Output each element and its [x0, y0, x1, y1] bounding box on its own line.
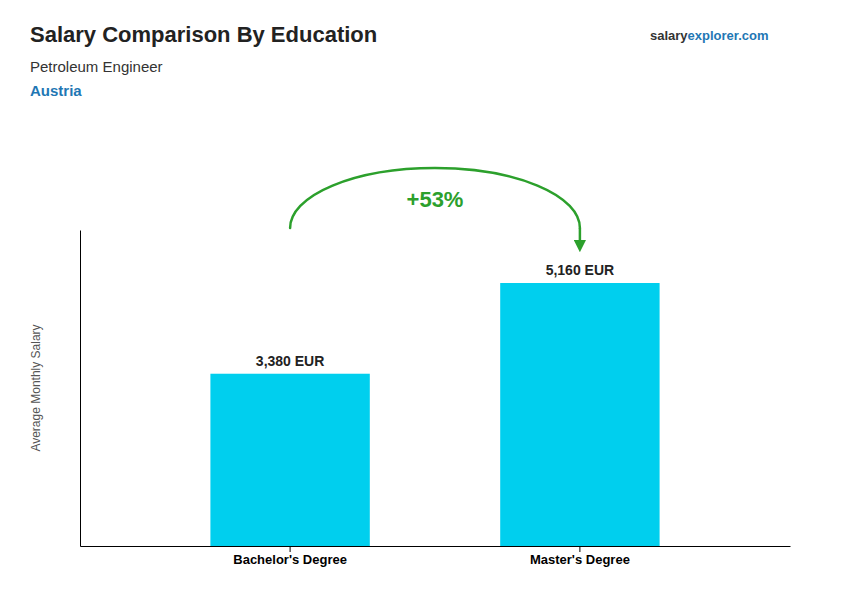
data-label: 5,160 EUR — [546, 262, 614, 278]
bar — [500, 283, 659, 546]
x-tick-label: Bachelor's Degree — [233, 552, 347, 567]
chart: Salary Comparison By Education Petroleum … — [0, 0, 850, 606]
x-tick-label: Master's Degree — [530, 552, 630, 567]
x-tick-mark — [579, 546, 580, 552]
bar — [210, 374, 369, 546]
subtitle: Petroleum Engineer — [30, 58, 163, 75]
x-tick: Bachelor's Degree — [233, 546, 347, 567]
annotation-site: salary — [650, 28, 688, 43]
y-axis-label: Average Monthly Salary — [29, 324, 43, 451]
x-axis-line — [81, 546, 791, 547]
x-axis: Bachelor's Degree Master's Degree — [81, 546, 791, 567]
annotation-country: Austria — [30, 82, 82, 99]
annotation-change: +53% — [407, 187, 464, 212]
data-label: 3,380 EUR — [256, 353, 324, 369]
title: Salary Comparison By Education — [30, 22, 377, 47]
change-arrow — [579, 228, 582, 246]
x-tick: Master's Degree — [530, 546, 630, 567]
y-axis-line — [80, 231, 81, 547]
change-arc — [290, 168, 580, 228]
bars — [210, 283, 659, 546]
y-axis — [80, 231, 81, 547]
x-tick-mark — [290, 546, 291, 552]
annotation-site: explorer.com — [688, 28, 769, 43]
